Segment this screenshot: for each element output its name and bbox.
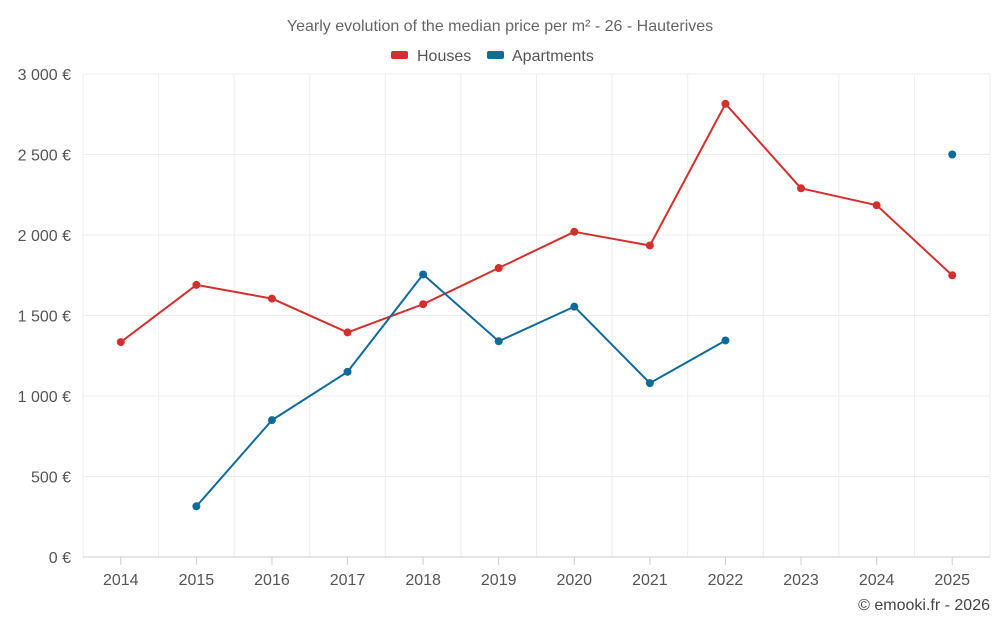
credit-text: © emooki.fr - 2026: [858, 597, 990, 614]
x-tick-label: 2023: [783, 572, 819, 589]
data-point-apartments-2015[interactable]: [192, 502, 201, 511]
data-point-houses-2016[interactable]: [267, 294, 276, 303]
data-point-houses-2017[interactable]: [343, 328, 352, 337]
data-point-houses-2021[interactable]: [645, 241, 654, 250]
legend-label-apartments: Apartments: [512, 48, 594, 65]
data-point-apartments-2018[interactable]: [419, 270, 428, 279]
data-point-houses-2022[interactable]: [721, 99, 730, 108]
x-tick-label: 2025: [934, 572, 970, 589]
y-axis: 0 € 500 € 1 000 € 1 500 € 2 000 € 2 500 € 3 00…: [18, 67, 71, 567]
data-point-apartments-2020[interactable]: [570, 302, 579, 311]
data-point-apartments-2021[interactable]: [645, 379, 654, 388]
series-apartments: [192, 150, 957, 511]
chart-title: Yearly evolution of the median price per…: [287, 18, 713, 35]
x-axis: 2014 2015 2016 2017 2018 2019 2020 2021 2022 2023…: [83, 556, 990, 589]
x-tick-label: 2016: [254, 572, 290, 589]
data-point-houses-2014[interactable]: [116, 338, 125, 347]
x-tick-label: 2020: [556, 572, 592, 589]
data-point-apartments-2019[interactable]: [494, 337, 503, 346]
series-houses: [116, 99, 957, 347]
x-tick-label: 2018: [405, 572, 441, 589]
legend-item-houses[interactable]: Houses: [391, 48, 471, 65]
x-tick-label: 2017: [330, 572, 366, 589]
x-tick-label: 2015: [179, 572, 215, 589]
legend: Houses Apartments: [391, 48, 594, 65]
legend-label-houses: Houses: [417, 48, 471, 65]
data-point-houses-2024[interactable]: [872, 201, 881, 210]
y-tick-label: 1 500 €: [18, 309, 71, 326]
data-point-apartments-2017[interactable]: [343, 367, 352, 376]
x-tick-label: 2014: [103, 572, 139, 589]
data-point-houses-2023[interactable]: [797, 184, 806, 193]
x-tick-label: 2019: [481, 572, 517, 589]
data-point-houses-2020[interactable]: [570, 227, 579, 236]
y-tick-label: 1 000 €: [18, 389, 71, 406]
legend-swatch-apartments: [487, 51, 504, 59]
data-point-houses-2018[interactable]: [419, 300, 428, 309]
data-point-apartments-2016[interactable]: [267, 416, 276, 425]
y-tick-label: 0 €: [49, 550, 71, 567]
gridlines: [82, 73, 991, 557]
series: [116, 99, 957, 511]
legend-swatch-houses: [391, 51, 408, 59]
data-point-apartments-2025[interactable]: [948, 150, 957, 159]
data-point-houses-2025[interactable]: [948, 271, 957, 280]
y-tick-label: 2 500 €: [18, 148, 71, 165]
series-line-houses: [120, 102, 953, 343]
legend-item-apartments[interactable]: Apartments: [487, 48, 594, 65]
data-point-apartments-2022[interactable]: [721, 336, 730, 345]
series-line-apartments: [195, 273, 726, 507]
y-tick-label: 2 000 €: [18, 228, 71, 245]
y-tick-label: 500 €: [31, 470, 71, 487]
x-tick-label: 2024: [859, 572, 895, 589]
y-tick-label: 3 000 €: [18, 67, 71, 84]
data-point-houses-2015[interactable]: [192, 280, 201, 289]
x-tick-label: 2022: [708, 572, 744, 589]
x-tick-label: 2021: [632, 572, 668, 589]
data-point-houses-2019[interactable]: [494, 264, 503, 273]
